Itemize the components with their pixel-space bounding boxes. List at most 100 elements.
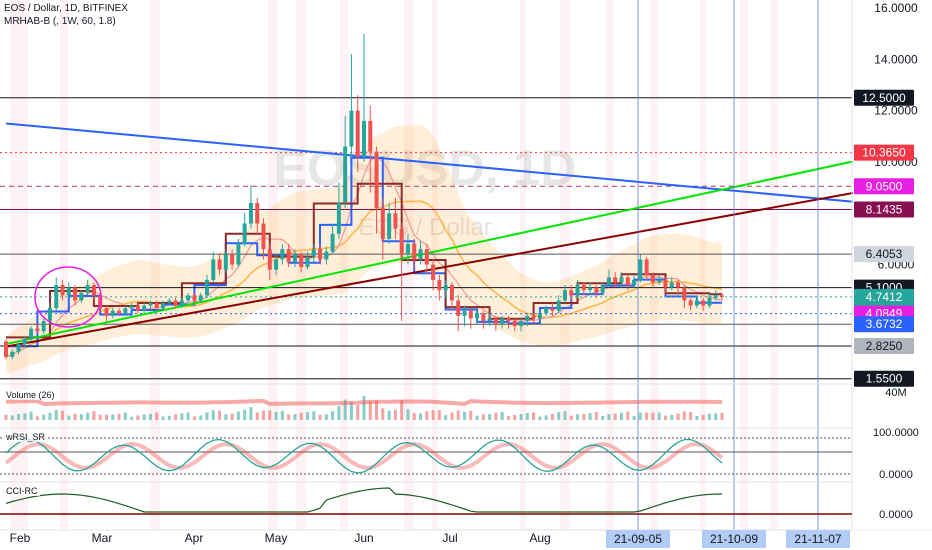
candle-body <box>54 285 59 309</box>
volume-bar <box>262 410 266 420</box>
volume-bar <box>255 412 259 420</box>
volume-bar <box>651 412 655 420</box>
volume-bar <box>425 411 429 420</box>
volume-bar <box>663 415 667 420</box>
candle-body <box>305 256 310 268</box>
candle-body <box>261 223 266 250</box>
candle-body <box>186 295 191 301</box>
session-shade <box>560 0 570 530</box>
volume-bar <box>67 415 71 420</box>
volume-bar <box>117 413 121 420</box>
candle-body <box>493 318 498 324</box>
trendline-blue_trendline <box>5 122 871 205</box>
volume-bar <box>167 415 171 420</box>
volume-bar <box>249 407 253 420</box>
candle-body <box>236 244 241 265</box>
volume-bar <box>626 411 630 420</box>
volume-bar <box>54 409 58 420</box>
volume-bar <box>393 409 397 420</box>
candle-body <box>606 277 611 286</box>
candle-body <box>462 310 467 316</box>
session-shade <box>700 0 706 530</box>
time-tick-label: Feb <box>10 531 31 545</box>
volume-bar <box>431 410 435 420</box>
volume-bar <box>632 416 636 420</box>
session-shade <box>150 0 160 530</box>
candle-body <box>4 341 8 357</box>
candle-body <box>110 310 115 316</box>
candle-body <box>330 233 335 252</box>
candle-body <box>688 300 693 306</box>
candle-body <box>657 279 662 283</box>
date-marker-box <box>786 530 850 548</box>
candle-body <box>581 285 586 291</box>
volume-bar <box>481 414 485 420</box>
price-label-box <box>854 89 914 106</box>
candle-body <box>537 313 542 319</box>
volume-bar <box>601 416 605 420</box>
price-label-box <box>854 201 914 218</box>
candle-body <box>66 287 71 296</box>
volume-bar <box>98 414 102 420</box>
candle-body <box>380 208 385 239</box>
volume-bar <box>4 414 8 420</box>
session-shade <box>606 0 614 530</box>
candle-body <box>318 249 323 260</box>
session-shade <box>650 0 658 530</box>
candle-body <box>669 282 674 288</box>
volume-bar <box>444 415 448 420</box>
candle-body <box>650 274 655 283</box>
candle-body <box>10 351 15 357</box>
candle-body <box>475 313 480 319</box>
candle-body <box>531 315 536 319</box>
volume-bar <box>186 412 190 420</box>
candle-body <box>343 146 348 203</box>
volume-bar <box>205 412 209 420</box>
volume-bar <box>218 410 222 420</box>
candle-body <box>519 320 524 327</box>
volume-bar <box>670 415 674 420</box>
time-tick-label: Jun <box>354 531 373 545</box>
volume-bar <box>123 412 127 420</box>
volume-bar <box>356 405 360 420</box>
candle-body <box>412 244 417 260</box>
candle-body <box>248 202 253 224</box>
volume-bar <box>180 413 184 420</box>
volume-bar <box>701 415 705 420</box>
volume-bar <box>406 409 410 420</box>
volume-bar <box>368 401 372 420</box>
session-shade <box>340 0 348 530</box>
candle-body <box>720 295 724 297</box>
trendline-green_trendline <box>5 156 872 346</box>
volume-bar <box>620 412 624 420</box>
candle-body <box>713 295 718 298</box>
volume-bar <box>513 415 517 420</box>
price-label-text: 1.5500 <box>866 372 903 386</box>
wrsi-axis-top: 100.0000 <box>873 427 919 439</box>
candle-body <box>167 300 172 304</box>
candle-body <box>217 259 222 270</box>
candle-body <box>500 318 505 324</box>
price-label-text: 9.0500 <box>866 179 903 193</box>
candle-body <box>123 308 128 314</box>
volume-bar <box>544 415 548 420</box>
volume-bar <box>230 413 234 420</box>
volume-bar <box>17 414 21 420</box>
volume-bar <box>236 411 240 420</box>
date-marker-box <box>702 530 766 548</box>
candle-body <box>311 249 316 257</box>
volume-bar <box>343 399 347 420</box>
candle-body <box>242 223 247 245</box>
candle-body <box>663 279 668 288</box>
volume-bar <box>324 414 328 420</box>
volume-bar <box>538 416 542 420</box>
ma-orange-line <box>5 200 723 358</box>
volume-bar <box>550 414 554 420</box>
volume-bar <box>318 414 322 420</box>
price-tick-label: 16.0000 <box>874 1 918 15</box>
candle-body <box>387 213 392 239</box>
volume-bar <box>488 414 492 420</box>
candle-body <box>16 344 21 352</box>
candle-body <box>198 295 203 301</box>
